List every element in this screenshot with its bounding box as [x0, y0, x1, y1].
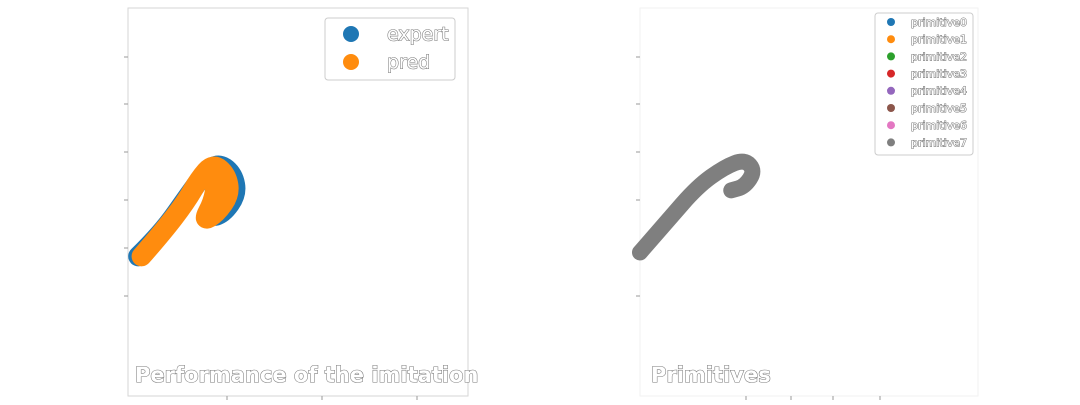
- legend-label: primitive3: [911, 67, 967, 80]
- legend-marker: [887, 18, 895, 26]
- legend-label: primitive7: [911, 136, 967, 149]
- trajectory-layer: [632, 153, 761, 261]
- legend-item-primitive0: primitive0: [887, 15, 968, 29]
- legend-label: primitive1: [911, 33, 967, 46]
- legend-marker: [887, 104, 895, 112]
- legend-marker: [343, 54, 359, 70]
- legend-frame: [874, 12, 974, 156]
- series-pred-trajectory: [131, 156, 239, 267]
- legend-marker: [887, 69, 895, 78]
- legend-label: expert: [387, 24, 449, 46]
- legend-marker: [887, 138, 895, 147]
- chart-title: Performance of the imitation: [135, 363, 478, 387]
- legend-label: primitive2: [911, 50, 967, 63]
- primitives-chart: primitive0 primitive1 primitive2 primitive3…: [632, 7, 979, 400]
- series-primitive7-trajectory: [632, 153, 761, 261]
- series-primitive7-start-point: [638, 250, 642, 255]
- legend-label: primitive4: [911, 85, 967, 98]
- legend: primitive0 primitive1 primitive2 primitive3…: [874, 12, 974, 156]
- legend-item-primitive5: primitive5: [887, 101, 968, 115]
- primitives-panel: primitive0 primitive1 primitive2 primitive3…: [540, 0, 1080, 405]
- legend-marker: [887, 121, 895, 130]
- legend-label: primitive5: [911, 102, 967, 115]
- legend-item-primitive1: primitive1: [887, 32, 968, 47]
- axis-ticks: [124, 56, 418, 400]
- legend-item-primitive7: primitive7: [887, 136, 968, 150]
- legend-label: primitive6: [911, 119, 967, 132]
- legend-item-primitive4: primitive4: [887, 84, 968, 98]
- legend: expert pred: [324, 17, 456, 81]
- legend-item-pred: pred: [343, 51, 431, 74]
- series-pred-start-point: [139, 254, 144, 259]
- legend-item-expert: expert: [343, 23, 449, 46]
- legend-marker: [343, 26, 359, 42]
- imitation-chart: expert pred Performance of the imitation: [124, 7, 479, 400]
- legend-marker: [887, 35, 895, 44]
- legend-item-primitive2: primitive2: [887, 50, 968, 64]
- legend-item-primitive6: primitive6: [887, 119, 968, 133]
- imitation-panel: expert pred Performance of the imitation: [124, 7, 479, 400]
- legend-marker: [887, 86, 895, 95]
- trajectory-layer: [128, 155, 246, 267]
- legend-marker: [887, 52, 895, 61]
- legend-item-primitive3: primitive3: [887, 67, 968, 81]
- chart-title: Primitives: [651, 363, 771, 387]
- legend-label: primitive0: [911, 16, 967, 29]
- legend-label: pred: [387, 52, 430, 74]
